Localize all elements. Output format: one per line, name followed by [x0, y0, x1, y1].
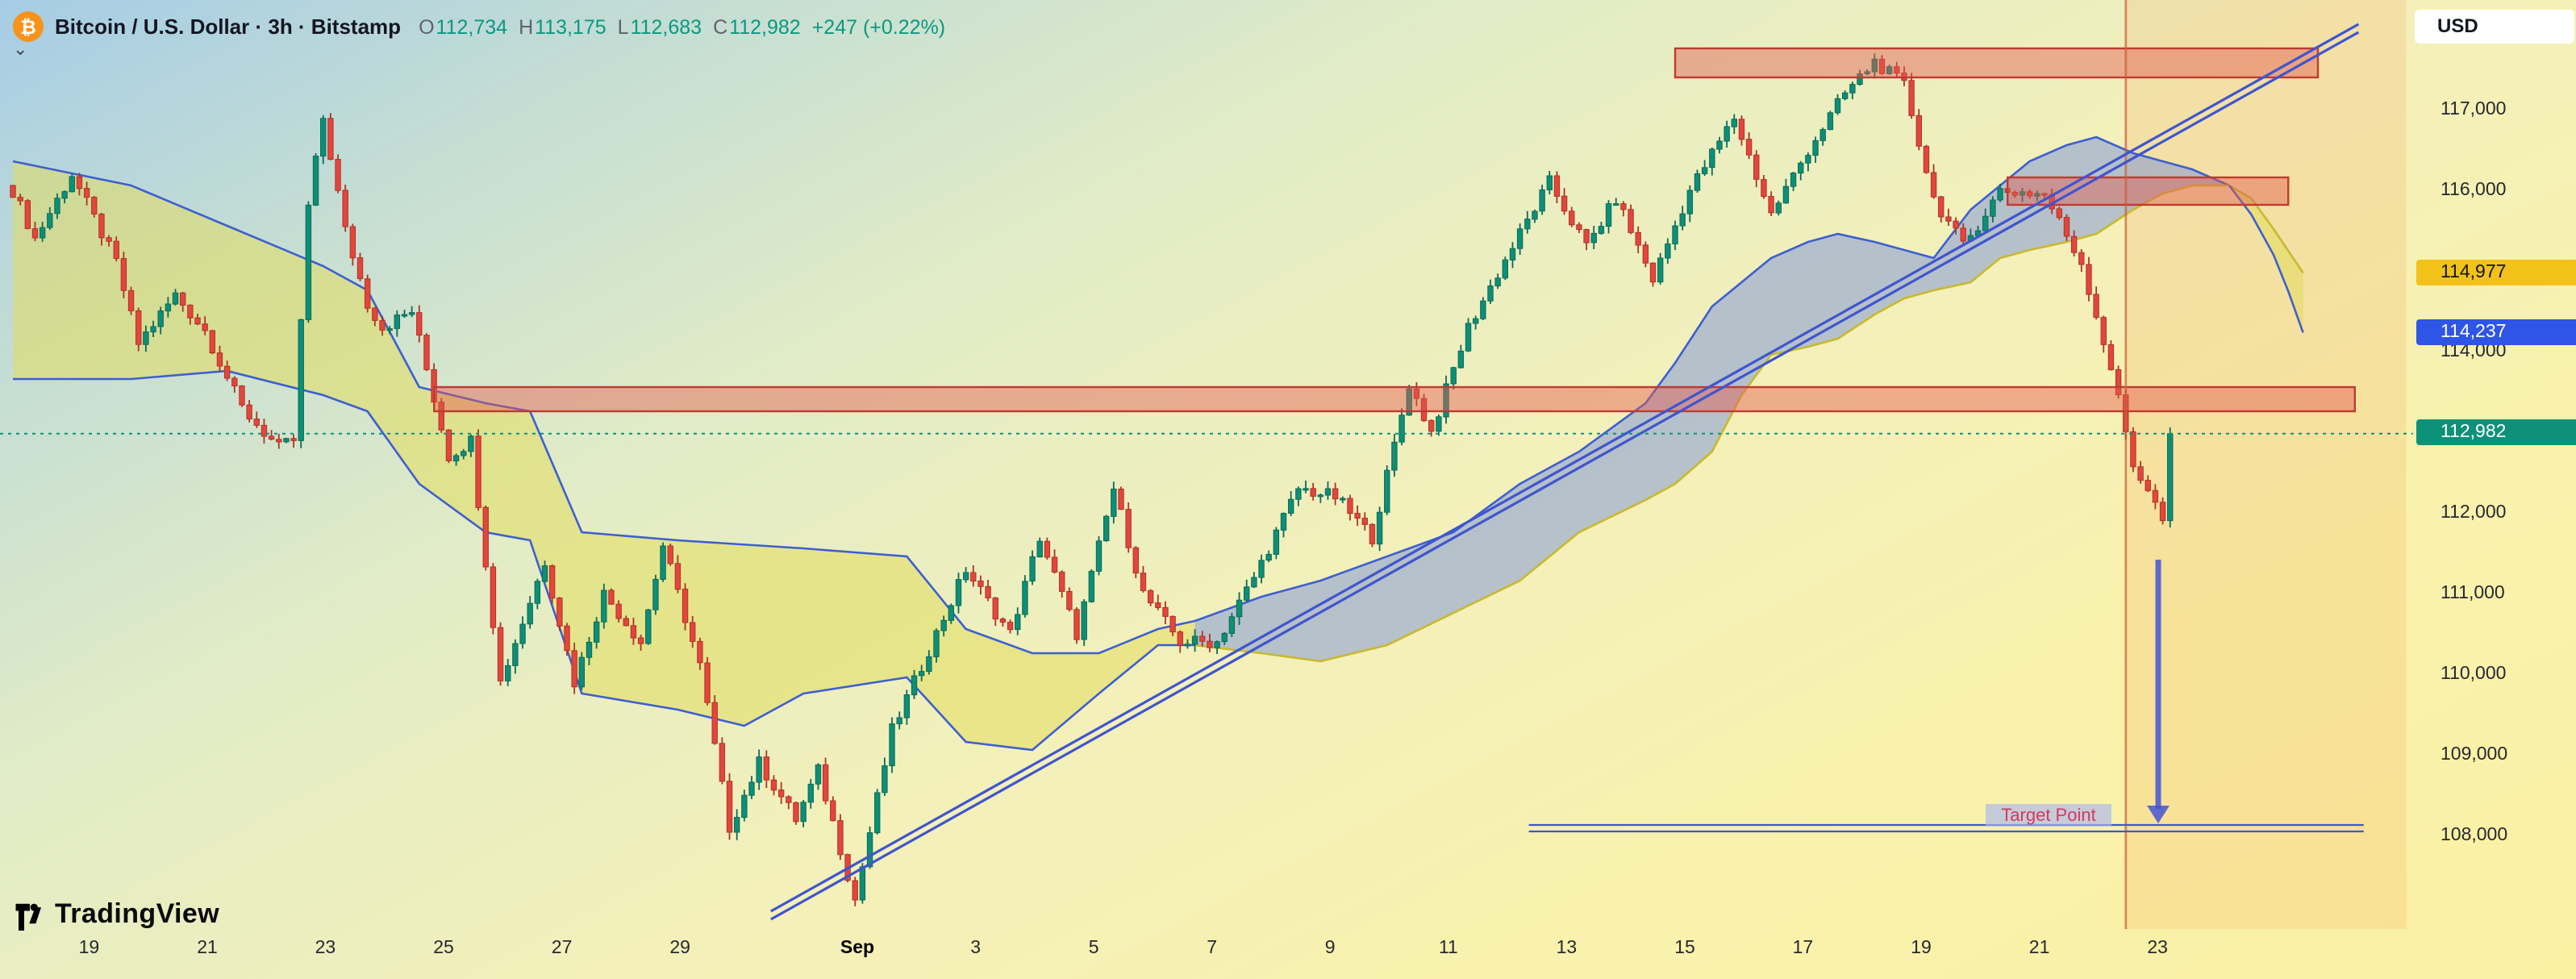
time-tick-label: 5	[1088, 939, 1099, 958]
open-value: 112,734	[436, 15, 508, 38]
time-tick-label: 21	[2028, 939, 2050, 958]
time-tick-label: 11	[1438, 939, 1458, 958]
change-value: +247 (+0.22%)	[811, 15, 946, 38]
low-value: 112,683	[630, 15, 702, 38]
price-tick-label: 112,000	[2441, 502, 2507, 522]
resistance-zone-113400[interactable]	[433, 385, 2357, 413]
ichimoku-line	[1194, 184, 2229, 663]
trend-line[interactable]	[770, 23, 2360, 913]
resistance-zone-116000[interactable]	[2006, 176, 2290, 206]
time-axis[interactable]: 19 21 23 25 27 29 Sep 3 5 7 9 11 13 15 17 19 21 23	[0, 929, 2576, 979]
low-label: L	[617, 15, 629, 38]
price-tick-label: 110,000	[2441, 664, 2507, 683]
high-label: H	[519, 15, 534, 38]
price-tick-label: 109,000	[2441, 744, 2508, 764]
time-tick-label: 19	[78, 939, 100, 958]
time-tick-label: 19	[1911, 939, 1932, 958]
time-tick-label: 17	[1792, 939, 1814, 958]
price-tick-label: 117,000	[2441, 99, 2507, 119]
tradingview-watermark-text: TradingView	[55, 898, 220, 928]
open-label: O	[419, 15, 435, 38]
close-label: C	[713, 15, 728, 38]
time-tick-label: 29	[669, 939, 690, 958]
price-badge: 112,982	[2416, 419, 2576, 446]
chevron-down-icon[interactable]: ⌄	[13, 40, 28, 60]
time-tick-label: 23	[315, 939, 336, 958]
bitcoin-logo-icon: ₿	[13, 11, 44, 42]
svg-text:Target Point: Target Point	[2001, 805, 2095, 825]
trend-line[interactable]	[770, 31, 2360, 921]
symbol-header: ₿ Bitcoin / U.S. Dollar · 3h · Bitstamp …	[13, 11, 945, 42]
ichimoku-cloud	[2229, 185, 2303, 333]
time-tick-label: 7	[1207, 939, 1217, 958]
ichimoku-cloud	[1194, 137, 2229, 661]
ohlc-values: O 112,734 H 113,175 L 112,683 C 112,982 +247…	[419, 15, 945, 38]
time-tick-label: 9	[1324, 939, 1336, 958]
time-tick-label: 13	[1556, 939, 1578, 958]
time-tick-label: 3	[970, 939, 981, 958]
projection-arrow-head	[2147, 806, 2170, 823]
price-axis[interactable]: 117,000 116,000 114,000 112,000 111,000 110,0…	[2415, 0, 2576, 929]
price-tick-label: 116,000	[2441, 180, 2507, 199]
time-tick-label: 27	[551, 939, 573, 958]
price-badge: 114,977	[2416, 259, 2576, 285]
time-tick-label: 15	[1674, 939, 1695, 958]
ichimoku-cloud	[13, 161, 1195, 750]
time-tick-label: 23	[2147, 939, 2168, 958]
ichimoku-line	[2228, 184, 2304, 274]
candles	[10, 53, 2174, 906]
tradingview-logo-icon	[15, 903, 41, 931]
high-value: 113,175	[535, 15, 606, 38]
time-tick-label: 25	[433, 939, 454, 958]
target-point-label[interactable]: Target Point	[1986, 804, 2111, 827]
currency-toggle[interactable]: USD	[2415, 10, 2574, 44]
symbol-title[interactable]: Bitcoin / U.S. Dollar · 3h · Bitstamp	[55, 15, 402, 39]
price-tick-label: 108,000	[2441, 825, 2508, 844]
time-tick-label: 21	[197, 939, 218, 958]
ichimoku-line	[12, 160, 1195, 655]
price-badge: 114,237	[2416, 319, 2576, 345]
time-tick-label: Sep	[840, 939, 875, 958]
close-value: 112,982	[729, 15, 801, 38]
ichimoku-line	[13, 369, 1195, 752]
tradingview-watermark: TradingView	[13, 897, 219, 931]
resistance-zone-117800[interactable]	[1674, 47, 2320, 79]
price-tick-label: 111,000	[2441, 583, 2505, 602]
